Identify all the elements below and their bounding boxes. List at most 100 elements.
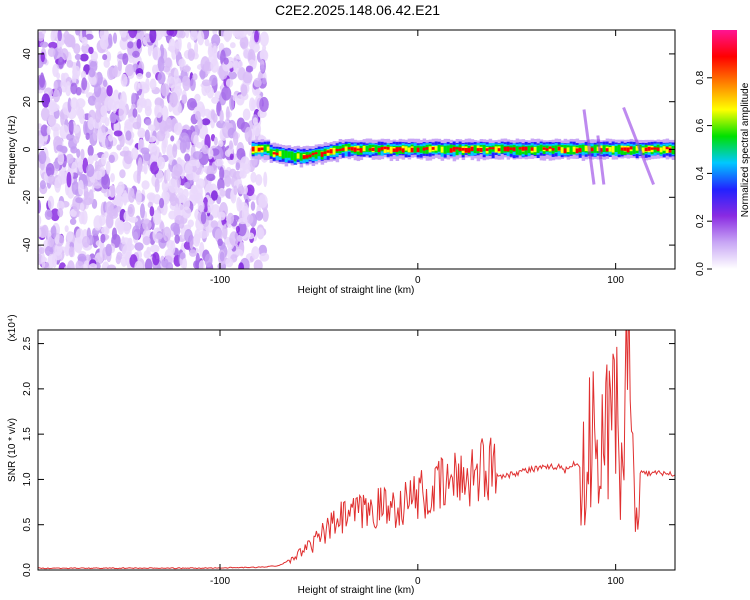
- noise-blob: [160, 83, 170, 97]
- noise-blob: [244, 126, 253, 143]
- colorbar-tick-label: 0.0: [695, 262, 706, 276]
- signal-band-cell: [263, 144, 268, 152]
- signal-band-cell: [278, 151, 283, 157]
- noise-blob: [110, 172, 115, 183]
- signal-band-cell: [434, 145, 439, 151]
- noise-blob: [206, 86, 215, 99]
- noise-blob: [189, 30, 198, 41]
- signal-band-cell: [458, 147, 463, 151]
- noise-blob: [56, 72, 61, 80]
- snr-y-tick-label: 1.5: [22, 427, 33, 441]
- noise-blob: [240, 83, 248, 97]
- noise-blob: [149, 206, 155, 217]
- noise-blob: [94, 97, 102, 111]
- noise-blob: [66, 133, 75, 141]
- noise-blob: [140, 99, 147, 109]
- noise-blob: [197, 200, 205, 212]
- signal-band-cell: [506, 146, 511, 152]
- noise-blob: [87, 145, 94, 157]
- signal-band-cell: [590, 147, 595, 152]
- signal-band-cell: [416, 147, 421, 153]
- signal-band-cell: [578, 147, 583, 153]
- noise-blob: [51, 30, 56, 40]
- noise-blob: [217, 238, 223, 247]
- noise-blob: [67, 97, 72, 113]
- signal-band-cell: [266, 146, 271, 151]
- noise-blob: [70, 82, 78, 95]
- noise-blob: [136, 72, 144, 80]
- noise-blob: [144, 258, 153, 269]
- heatmap-y-tick-label: -40: [22, 237, 33, 252]
- signal-band-cell: [443, 145, 448, 154]
- noise-blob: [254, 30, 260, 43]
- noise-blob: [102, 79, 108, 87]
- noise-blob: [74, 157, 83, 168]
- signal-band-cell: [629, 146, 634, 150]
- noise-blob: [168, 210, 177, 220]
- noise-blob: [108, 33, 113, 46]
- noise-blob: [90, 51, 98, 62]
- noise-blob: [166, 76, 177, 89]
- noise-blob: [169, 91, 178, 108]
- heatmap-axes: -100 0 100 -40 -20 0 20 40: [22, 30, 675, 286]
- noise-blob: [212, 113, 218, 123]
- noise-blob: [253, 259, 263, 269]
- signal-band-cell: [275, 152, 280, 156]
- noise-blob: [115, 205, 122, 213]
- noise-blob: [108, 133, 114, 142]
- signal-band-cell: [461, 147, 466, 151]
- noise-blob: [109, 112, 117, 124]
- noise-blob: [204, 253, 213, 268]
- signal-band-cell: [455, 146, 460, 156]
- signal-band-cell: [518, 147, 523, 150]
- noise-blob: [68, 246, 74, 258]
- noise-blob: [93, 83, 102, 98]
- noise-blob: [119, 30, 128, 38]
- noise-blob: [64, 81, 72, 97]
- noise-blob: [125, 63, 134, 77]
- signal-band-cell: [620, 146, 625, 155]
- signal-band-cell: [470, 146, 475, 151]
- noise-blob: [225, 78, 234, 88]
- signal-band-cell: [605, 148, 610, 152]
- noise-blob: [229, 153, 234, 161]
- noise-blob: [224, 175, 232, 187]
- noise-blob: [210, 220, 219, 229]
- noise-blob: [258, 194, 268, 208]
- noise-blob: [142, 219, 152, 231]
- noise-blob: [38, 31, 45, 42]
- heatmap-x-tick-label: 100: [607, 275, 624, 286]
- noise-blob: [81, 43, 91, 54]
- signal-band-cell: [251, 146, 256, 152]
- noise-blob: [218, 187, 226, 198]
- noise-blob: [219, 166, 225, 181]
- noise-blob: [87, 155, 94, 165]
- noise-blob: [40, 124, 49, 137]
- signal-band-cell: [335, 148, 340, 152]
- noise-blob: [235, 249, 243, 256]
- noise-blob: [149, 78, 157, 91]
- noise-blob: [116, 220, 125, 232]
- noise-blob: [237, 186, 245, 195]
- noise-blob: [70, 97, 79, 110]
- noise-blob: [195, 178, 206, 189]
- noise-blob: [206, 173, 216, 182]
- signal-band-cell: [479, 147, 484, 152]
- snr-marks: [38, 330, 675, 570]
- noise-blob: [184, 229, 193, 243]
- signal-band-cell: [491, 147, 496, 150]
- noise-blob: [143, 162, 148, 175]
- noise-blob: [145, 118, 152, 126]
- noise-blob: [57, 208, 64, 218]
- noise-blob: [108, 184, 116, 198]
- noise-blob: [182, 197, 191, 211]
- noise-blob: [66, 171, 72, 188]
- noise-blob: [159, 197, 165, 209]
- noise-blob: [212, 45, 218, 59]
- signal-band-cell: [512, 147, 517, 152]
- signal-band-cell: [449, 148, 454, 153]
- noise-blob: [57, 151, 65, 166]
- noise-blob: [225, 106, 230, 122]
- signal-band-cell: [503, 146, 508, 152]
- noise-blob: [235, 162, 241, 171]
